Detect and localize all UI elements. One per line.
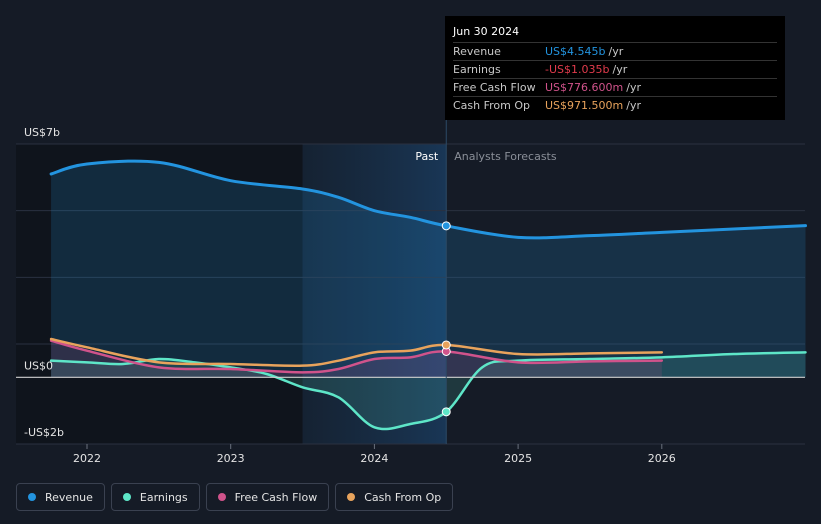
legend-dot-icon: [347, 493, 356, 501]
tooltip: Jun 30 2024 Revenue US$4.545b /yr Earnin…: [445, 16, 785, 120]
legend: Revenue Earnings Free Cash Flow Cash Fro…: [16, 483, 454, 511]
y-axis-bottom-label: -US$2b: [24, 426, 64, 439]
past-label: Past: [415, 150, 439, 163]
y-axis-top-label: US$7b: [24, 126, 60, 139]
legend-label: Earnings: [139, 490, 188, 504]
x-tick-label: 2024: [360, 452, 388, 465]
legend-dot-icon: [217, 493, 226, 501]
tooltip-value: US$4.545b: [545, 45, 606, 58]
tooltip-date: Jun 30 2024: [453, 25, 520, 38]
legend-item-revenue[interactable]: Revenue: [16, 483, 105, 511]
tooltip-label: Cash From Op: [453, 99, 531, 112]
free-cash-flow-area: [51, 340, 662, 378]
x-tick-label: 2022: [73, 452, 101, 465]
tooltip-row-revenue: Revenue US$4.545b /yr: [453, 42, 777, 60]
legend-dot-icon: [122, 493, 131, 501]
tooltip-label: Free Cash Flow: [453, 81, 536, 94]
tooltip-unit: /yr: [626, 99, 641, 112]
legend-item-free-cash-flow[interactable]: Free Cash Flow: [205, 483, 330, 511]
x-tick-label: 2023: [217, 452, 245, 465]
tooltip-value: US$776.600m: [545, 81, 624, 94]
earnings-marker: [441, 407, 451, 417]
tooltip-label: Revenue: [453, 45, 501, 58]
tooltip-row-cash-from-op: Cash From Op US$971.500m /yr: [453, 96, 777, 114]
cash-from-op-marker: [441, 340, 451, 350]
legend-item-cash-from-op[interactable]: Cash From Op: [335, 483, 454, 511]
free-cash-flow-line: [49, 339, 664, 374]
tooltip-value: -US$1.035b: [545, 63, 610, 76]
revenue-line: [49, 159, 807, 240]
legend-label: Revenue: [45, 490, 93, 504]
y-axis-zero-label: US$0: [24, 359, 53, 372]
legend-item-earnings[interactable]: Earnings: [110, 483, 200, 511]
legend-label: Free Cash Flow: [234, 490, 318, 504]
tooltip-unit: /yr: [608, 45, 624, 58]
x-tick-label: 2025: [504, 452, 532, 465]
tooltip-row-free-cash-flow: Free Cash Flow US$776.600m /yr: [453, 78, 777, 96]
tooltip-value: US$971.500m: [545, 99, 624, 112]
revenue-marker: [441, 221, 451, 231]
tooltip-label: Earnings: [453, 63, 501, 76]
cash-from-op-line: [49, 337, 664, 368]
tooltip-unit: /yr: [612, 63, 628, 76]
revenue-area: [51, 161, 806, 378]
analysts-forecasts-label: Analysts Forecasts: [454, 150, 557, 163]
earnings-area: [51, 352, 806, 430]
earnings-line: [49, 351, 807, 431]
legend-label: Cash From Op: [364, 490, 442, 504]
tooltip-unit: /yr: [626, 81, 641, 94]
x-tick-label: 2026: [648, 452, 676, 465]
legend-dot-icon: [28, 493, 36, 501]
tooltip-row-earnings: Earnings -US$1.035b /yr: [453, 60, 777, 78]
